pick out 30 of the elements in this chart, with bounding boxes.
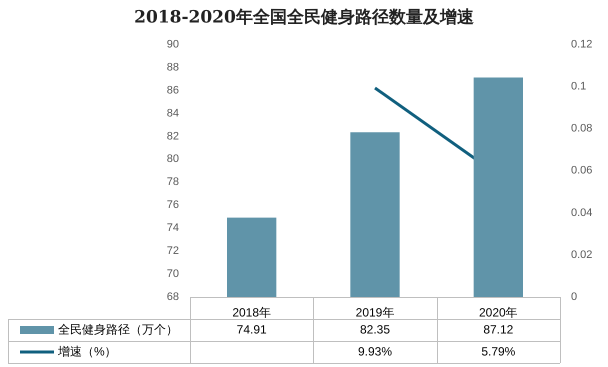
data-label: 82.35 bbox=[360, 322, 390, 336]
y-tick-label: 80 bbox=[166, 153, 179, 166]
y2-tick-label: 0.04 bbox=[571, 206, 592, 219]
y-tick-label: 72 bbox=[166, 245, 179, 258]
legend-label: 全民健身路径（万个） bbox=[58, 322, 178, 336]
x-tick-label: 2019年 bbox=[356, 306, 394, 320]
data-label: 74.91 bbox=[236, 322, 268, 336]
data-label: 5.79% bbox=[481, 344, 516, 358]
y-tick-label: 74 bbox=[166, 222, 179, 234]
legend-label: 增速（%） bbox=[57, 344, 117, 358]
data-label: 87.12 bbox=[483, 322, 514, 336]
y-tick-label: 68 bbox=[166, 291, 179, 304]
data-label: 9.93% bbox=[358, 344, 392, 358]
y-tick-label: 84 bbox=[166, 107, 179, 120]
y2-tick-label: 0.06 bbox=[571, 164, 592, 177]
y-tick-label: 82 bbox=[166, 130, 179, 142]
chart-title: 2018-2020年全国全民健身路径数量及增速 bbox=[134, 8, 474, 28]
y-tick-label: 76 bbox=[166, 199, 179, 212]
y2-tick-label: 0.02 bbox=[571, 248, 592, 261]
y2-tick-label: 0.08 bbox=[571, 122, 592, 135]
y-tick-label: 78 bbox=[166, 176, 179, 188]
y-tick-label: 70 bbox=[166, 268, 179, 280]
y-tick-label: 90 bbox=[166, 38, 179, 50]
y-tick-label: 86 bbox=[166, 84, 179, 96]
y-tick-label: 88 bbox=[166, 61, 179, 74]
y2-tick-label: 0.12 bbox=[571, 38, 592, 50]
y2-tick-label: 0.1 bbox=[571, 80, 586, 93]
x-tick-label: 2018年 bbox=[232, 306, 272, 320]
x-tick-label: 2020年 bbox=[478, 306, 518, 320]
y2-tick-label: 0 bbox=[571, 291, 578, 304]
